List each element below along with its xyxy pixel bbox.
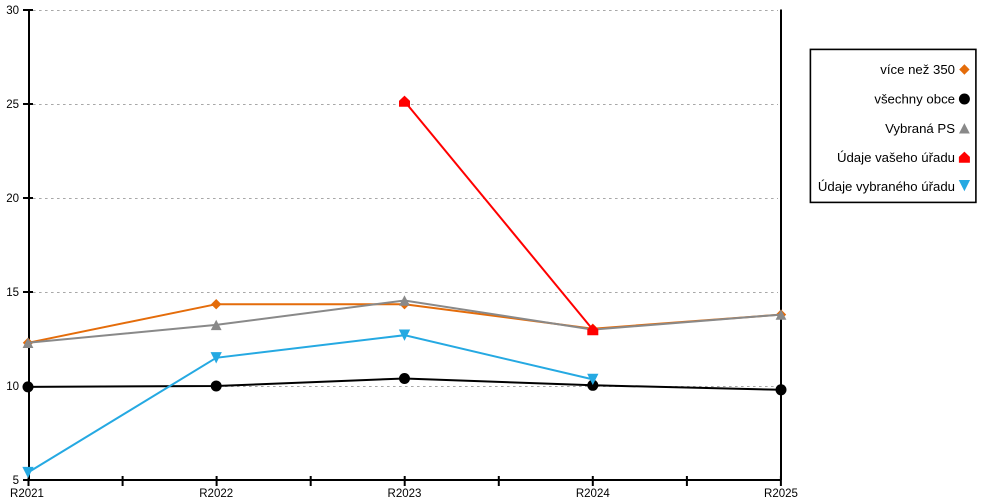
svg-text:R2024: R2024 <box>576 488 610 500</box>
svg-text:všechny obce: všechny obce <box>874 92 955 107</box>
svg-text:Údaje vašeho úřadu: Údaje vašeho úřadu <box>837 150 955 165</box>
svg-text:R2022: R2022 <box>199 488 233 500</box>
svg-text:10: 10 <box>6 381 19 393</box>
svg-text:R2025: R2025 <box>764 488 798 500</box>
svg-text:R2023: R2023 <box>388 488 422 500</box>
svg-text:20: 20 <box>6 193 19 205</box>
svg-text:více než 350: více než 350 <box>880 62 955 77</box>
svg-text:5: 5 <box>13 475 19 487</box>
svg-text:30: 30 <box>6 5 19 17</box>
svg-text:R2021: R2021 <box>10 488 44 500</box>
svg-text:Vybraná PS: Vybraná PS <box>885 121 955 136</box>
svg-text:Údaje vybraného úřadu: Údaje vybraného úřadu <box>818 179 955 194</box>
svg-text:15: 15 <box>6 287 19 299</box>
svg-text:25: 25 <box>6 99 19 111</box>
